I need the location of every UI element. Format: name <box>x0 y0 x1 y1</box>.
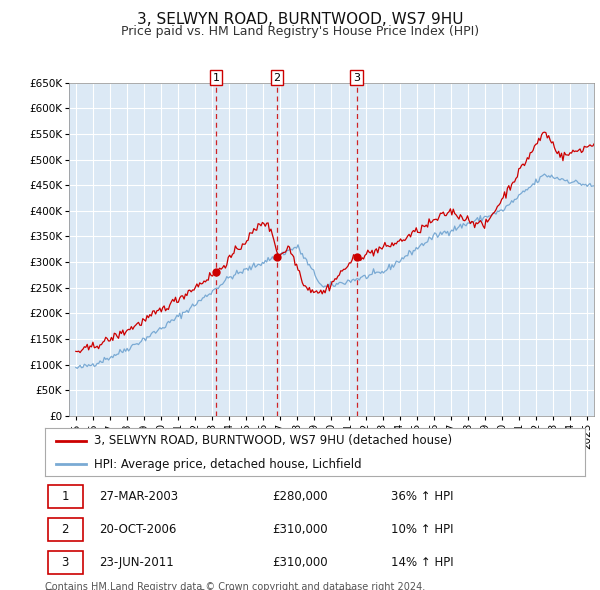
Text: 3, SELWYN ROAD, BURNTWOOD, WS7 9HU: 3, SELWYN ROAD, BURNTWOOD, WS7 9HU <box>137 12 463 27</box>
Text: 3: 3 <box>62 556 69 569</box>
Text: £280,000: £280,000 <box>272 490 328 503</box>
Text: 2: 2 <box>62 523 69 536</box>
Text: 3: 3 <box>353 73 360 83</box>
Text: 3, SELWYN ROAD, BURNTWOOD, WS7 9HU (detached house): 3, SELWYN ROAD, BURNTWOOD, WS7 9HU (deta… <box>94 434 452 447</box>
Text: 36% ↑ HPI: 36% ↑ HPI <box>391 490 453 503</box>
Text: 1: 1 <box>212 73 220 83</box>
FancyBboxPatch shape <box>48 484 83 509</box>
Text: HPI: Average price, detached house, Lichfield: HPI: Average price, detached house, Lich… <box>94 457 361 471</box>
Text: 2: 2 <box>274 73 281 83</box>
Text: 14% ↑ HPI: 14% ↑ HPI <box>391 556 453 569</box>
Text: 27-MAR-2003: 27-MAR-2003 <box>99 490 178 503</box>
Text: Price paid vs. HM Land Registry's House Price Index (HPI): Price paid vs. HM Land Registry's House … <box>121 25 479 38</box>
Text: This data is licensed under the Open Government Licence v3.0.: This data is licensed under the Open Gov… <box>45 589 356 590</box>
FancyBboxPatch shape <box>48 517 83 542</box>
Text: £310,000: £310,000 <box>272 523 328 536</box>
FancyBboxPatch shape <box>48 550 83 575</box>
Text: £310,000: £310,000 <box>272 556 328 569</box>
Text: 23-JUN-2011: 23-JUN-2011 <box>99 556 174 569</box>
Text: 20-OCT-2006: 20-OCT-2006 <box>99 523 176 536</box>
Text: Contains HM Land Registry data © Crown copyright and database right 2024.: Contains HM Land Registry data © Crown c… <box>45 582 425 590</box>
Text: 10% ↑ HPI: 10% ↑ HPI <box>391 523 453 536</box>
Text: 1: 1 <box>62 490 69 503</box>
